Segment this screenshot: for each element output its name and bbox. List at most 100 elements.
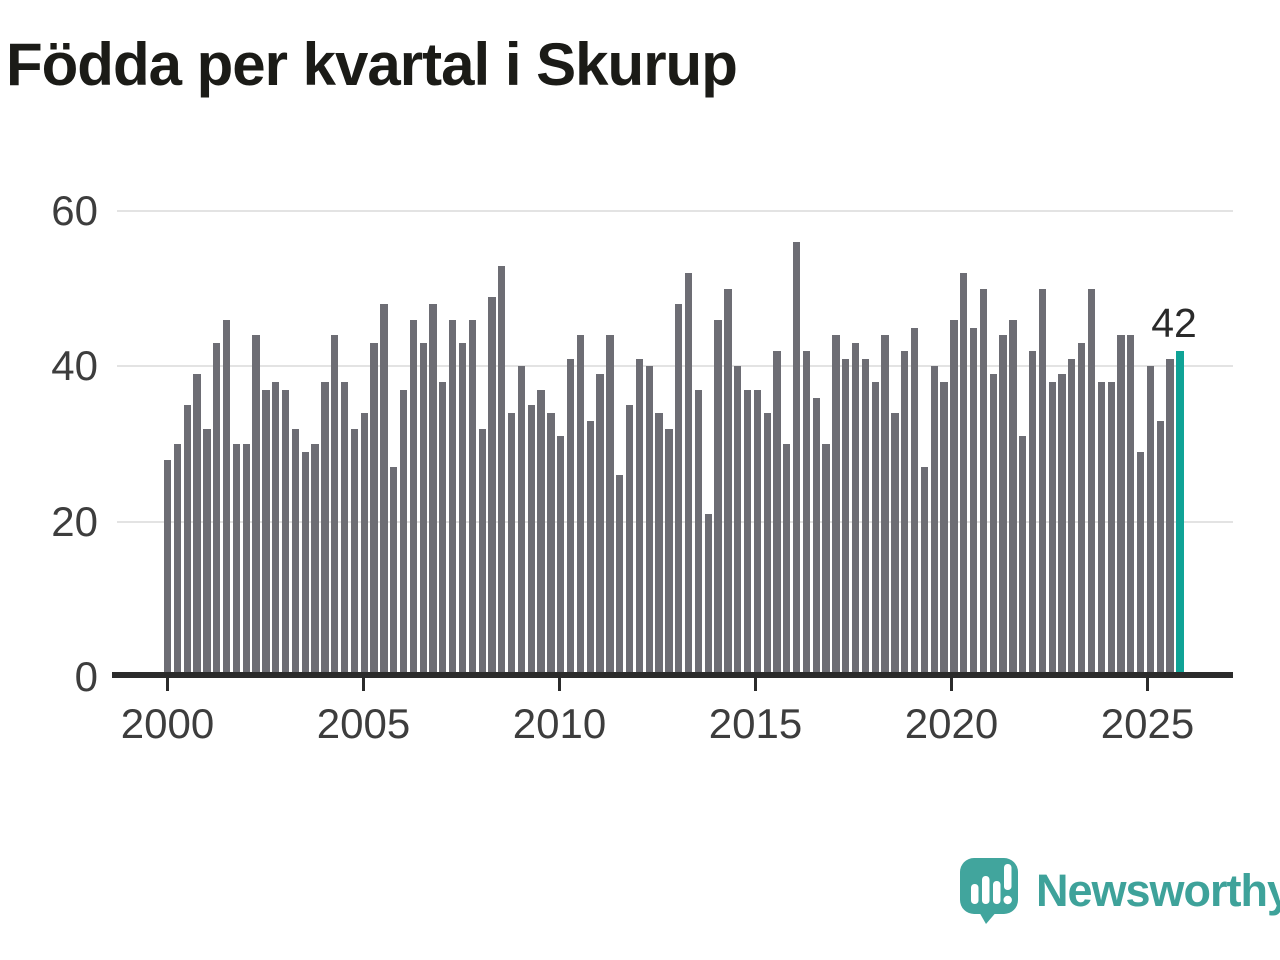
bar: [842, 358, 850, 677]
bar: [458, 343, 467, 677]
bar: [1048, 381, 1056, 677]
bar: [1097, 381, 1105, 677]
bar: [851, 343, 860, 677]
bar: [301, 451, 309, 677]
bar: [537, 389, 545, 677]
bar: [1136, 451, 1145, 677]
bar: [193, 374, 201, 677]
bar: [694, 389, 703, 677]
bar: [331, 335, 339, 677]
bar: [881, 335, 889, 677]
bar: [262, 389, 270, 677]
bar: [252, 335, 260, 677]
bar: [449, 319, 457, 677]
bar: [360, 413, 368, 677]
gridline-40: [117, 365, 1233, 368]
x-axis-line: [112, 672, 1233, 678]
x-tick: [558, 677, 561, 691]
bar: [291, 428, 300, 677]
bar: [468, 319, 476, 677]
bar: [429, 304, 437, 677]
bar: [272, 381, 280, 677]
bar: [390, 467, 398, 677]
newsworthy-logo-icon: [960, 858, 1018, 924]
bar: [989, 374, 997, 677]
bar: [979, 288, 988, 677]
bar: [1087, 288, 1096, 677]
bar: [340, 381, 349, 677]
bar: [684, 273, 693, 677]
bar: [950, 319, 958, 677]
bar: [222, 319, 231, 677]
bar: [734, 366, 742, 677]
bar: [213, 343, 221, 677]
bar: [1068, 358, 1076, 677]
y-tick-label: 0: [74, 653, 98, 700]
bar: [507, 413, 516, 677]
bar: [311, 444, 319, 677]
bar: [1146, 366, 1155, 677]
bar: [350, 428, 359, 677]
bar: [783, 444, 791, 677]
bar: [1156, 420, 1164, 677]
bar: [1009, 319, 1017, 677]
bar: [203, 428, 211, 677]
bar: [999, 335, 1007, 677]
newsworthy-logo: Newsworthy: [958, 854, 1280, 926]
bar: [164, 459, 172, 677]
bar: [969, 327, 978, 677]
x-tick: [1146, 677, 1149, 691]
bar: [566, 358, 575, 677]
bar: [675, 304, 683, 677]
bar: [1028, 350, 1037, 677]
bar: [1166, 358, 1174, 677]
bar: [1117, 335, 1125, 677]
gridline-60: [117, 210, 1233, 213]
bar: [930, 366, 938, 677]
bar: [557, 436, 565, 677]
bar: [1038, 288, 1046, 677]
bar: [596, 374, 604, 677]
bar: [616, 475, 624, 677]
bar: [242, 444, 250, 677]
bar: [281, 389, 290, 677]
x-tick: [754, 677, 757, 691]
bar: [173, 444, 182, 677]
bar: [645, 366, 653, 677]
bar: [832, 335, 840, 677]
bar: [960, 273, 968, 677]
bar: [1127, 335, 1135, 677]
x-tick-label: 2015: [708, 700, 803, 747]
bar: [478, 428, 486, 677]
y-tick-label: 40: [51, 342, 98, 390]
bar: [586, 420, 594, 677]
bar: [488, 296, 496, 677]
bar: [773, 350, 781, 677]
bar: [793, 242, 801, 677]
x-tick: [166, 677, 169, 691]
bar: [183, 405, 191, 677]
bar: [321, 381, 329, 677]
bar: [871, 381, 879, 677]
bar: [704, 513, 712, 677]
y-tick-label: 60: [51, 187, 98, 235]
x-tick-label: 2025: [1100, 700, 1195, 747]
bar-series: [164, 211, 1184, 677]
bar: [940, 381, 948, 677]
x-tick: [950, 677, 953, 691]
bar: [910, 327, 919, 677]
bar: [625, 405, 634, 677]
bar: [901, 350, 909, 677]
chart-title: Födda per kvartal i Skurup: [6, 31, 738, 98]
bar: [527, 405, 535, 677]
bar: [920, 467, 929, 677]
bar: [1058, 374, 1066, 677]
newsworthy-logo-text: Newsworthy: [1036, 865, 1280, 916]
bar: [714, 319, 722, 677]
bar: [419, 343, 427, 677]
x-tick-label: 2020: [904, 700, 999, 747]
bar: [822, 444, 830, 677]
bar: [399, 389, 408, 677]
bar: [576, 335, 585, 677]
bar: [439, 381, 447, 677]
